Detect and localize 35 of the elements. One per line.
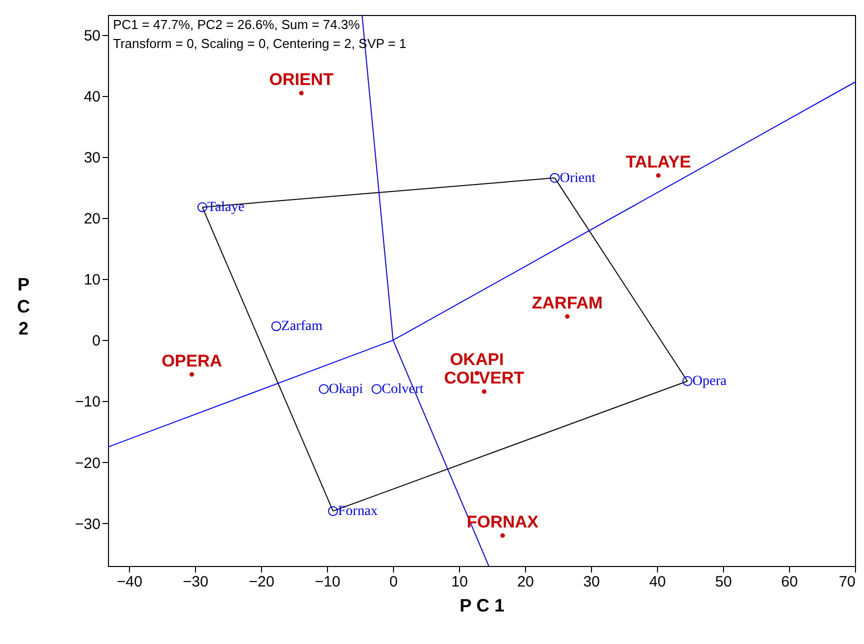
y-tick-label: 40 (84, 88, 100, 106)
data-label: Orient (560, 170, 596, 186)
data-label: Opera (692, 374, 728, 390)
x-tick-label: 10 (451, 574, 468, 590)
data-label: Okapi (328, 382, 364, 398)
x-tick-label: −10 (314, 574, 340, 590)
data-label: Zarfam (281, 319, 323, 334)
x-tick-label: −30 (182, 574, 208, 590)
x-axis-title: P C 1 (460, 596, 504, 616)
y-tick-label: 30 (84, 150, 100, 167)
y-tick-label: 20 (84, 210, 100, 228)
x-tick-label: 60 (781, 574, 798, 590)
annotation: PC1 = 47.7%, PC2 = 26.6%, Sum = 74.3% (113, 17, 360, 32)
y-axis-title: P C 2 (17, 274, 30, 338)
x-tick-label: 40 (649, 574, 666, 590)
data-label: OPERA (162, 351, 222, 370)
data-label: COLVERT (444, 368, 525, 388)
x-tick-label: 0 (389, 574, 398, 590)
x-tick-label: 50 (715, 574, 732, 590)
y-tick-label: −20 (75, 454, 100, 472)
y-tick-label: 0 (92, 332, 100, 350)
x-tick-label: −20 (248, 574, 274, 590)
y-tick-label: −10 (75, 394, 100, 411)
data-label: TALAYE (626, 152, 691, 172)
data-label: Fornax (338, 504, 378, 520)
x-tick-label: −40 (116, 574, 142, 590)
x-tick-label: 70 (838, 574, 856, 590)
data-label: ZARFAM (532, 293, 603, 312)
y-tick-label: 50 (84, 28, 100, 45)
data-label: ORIENT (269, 70, 334, 90)
data-label: OKAPI (450, 350, 504, 370)
y-tick-label: −30 (75, 516, 100, 533)
y-tick-label: 10 (84, 272, 100, 289)
x-tick-label: 20 (517, 574, 534, 590)
x-tick-label: 30 (583, 574, 600, 590)
